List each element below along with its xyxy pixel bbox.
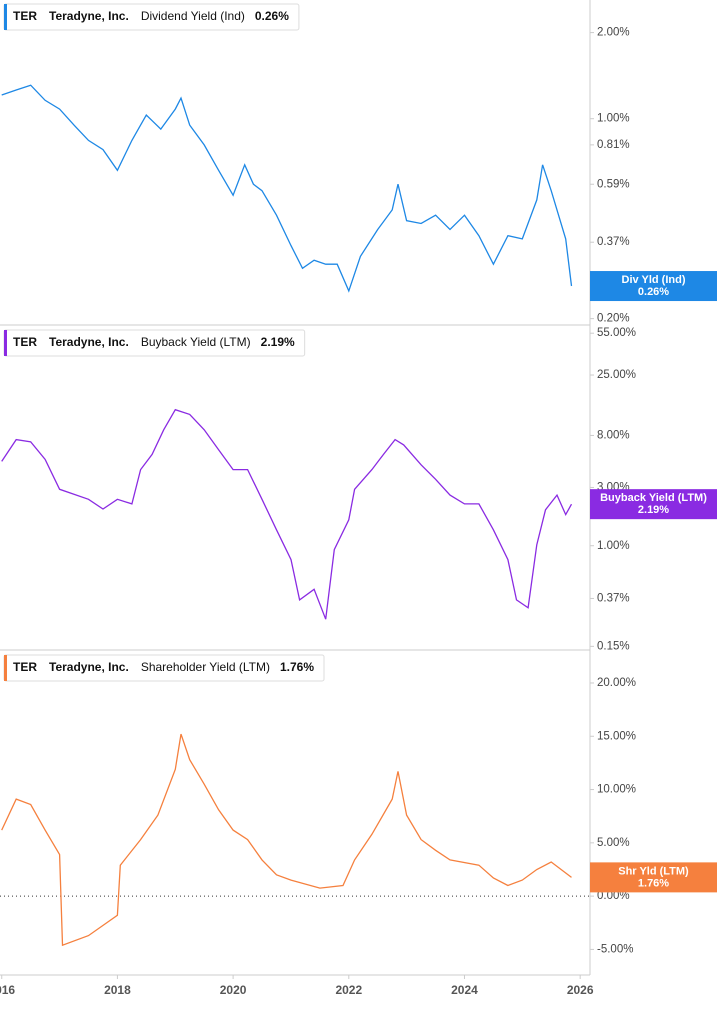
y-tick-label: 25.00% xyxy=(597,369,636,381)
x-tick-label: 2020 xyxy=(220,983,247,997)
ticker: TER xyxy=(13,660,37,674)
value-badge: Buyback Yield (LTM)2.19% xyxy=(590,489,717,520)
badge-value: 1.76% xyxy=(638,877,669,889)
legend-swatch xyxy=(4,655,7,681)
ticker: TER xyxy=(13,9,37,23)
y-tick-label: 15.00% xyxy=(597,730,636,742)
badge-frame xyxy=(590,271,717,302)
y-tick-label: 5.00% xyxy=(597,837,630,849)
legend-box: TER Teradyne, Inc. Buyback Yield (LTM) 2.19… xyxy=(3,329,306,357)
x-tick-label: 2024 xyxy=(451,983,478,997)
badge-name: Div Yld (Ind) xyxy=(622,274,686,286)
legend-box: TER Teradyne, Inc. Dividend Yield (Ind) 0.2… xyxy=(3,3,300,31)
x-tick-label: 2016 xyxy=(0,983,15,997)
y-tick-label: 1.00% xyxy=(597,540,630,552)
legend-label: Buyback Yield (LTM) xyxy=(141,335,251,349)
legend-label: Shareholder Yield (LTM) xyxy=(141,660,270,674)
x-tick-label: 2018 xyxy=(104,983,131,997)
badge-name: Shr Yld (LTM) xyxy=(618,865,689,877)
x-tick-label: 2022 xyxy=(335,983,362,997)
y-tick-label: 8.00% xyxy=(597,429,630,441)
y-tick-label: 2.00% xyxy=(597,27,630,39)
y-tick-label: 0.37% xyxy=(597,592,630,604)
y-tick-label: 0.15% xyxy=(597,640,630,652)
ticker: TER xyxy=(13,335,37,349)
y-tick-label: 20.00% xyxy=(597,677,636,689)
value-badge: Shr Yld (LTM)1.76% xyxy=(590,862,717,893)
badge-value: 0.26% xyxy=(638,286,669,298)
y-tick-label: 0.37% xyxy=(597,236,630,248)
y-tick-label: 1.00% xyxy=(597,113,630,125)
company-name: Teradyne, Inc. xyxy=(49,660,129,674)
legend-swatch xyxy=(4,330,7,356)
legend-swatch xyxy=(4,4,7,30)
y-tick-label: 0.59% xyxy=(597,178,630,190)
y-tick-label: 0.00% xyxy=(597,890,630,902)
current-value: 1.76% xyxy=(280,660,314,674)
company-name: Teradyne, Inc. xyxy=(49,335,129,349)
y-tick-label: 0.81% xyxy=(597,139,630,151)
legend-box: TER Teradyne, Inc. Shareholder Yield (LTM)… xyxy=(3,654,325,682)
badge-frame xyxy=(590,489,717,520)
current-value: 0.26% xyxy=(255,9,289,23)
company-name: Teradyne, Inc. xyxy=(49,9,129,23)
badge-frame xyxy=(590,862,717,893)
series-line xyxy=(1,733,572,947)
y-tick-label: -5.00% xyxy=(597,943,633,955)
x-tick-label: 2026 xyxy=(567,983,594,997)
value-badge: Div Yld (Ind)0.26% xyxy=(590,271,717,302)
badge-value: 2.19% xyxy=(638,504,669,516)
badge-name: Buyback Yield (LTM) xyxy=(600,492,707,504)
series-line xyxy=(1,408,573,620)
series-line xyxy=(1,84,573,293)
y-tick-label: 10.00% xyxy=(597,784,636,796)
y-tick-label: 0.20% xyxy=(597,313,630,325)
current-value: 2.19% xyxy=(261,335,295,349)
legend-label: Dividend Yield (Ind) xyxy=(141,9,245,23)
y-tick-label: 55.00% xyxy=(597,327,636,339)
